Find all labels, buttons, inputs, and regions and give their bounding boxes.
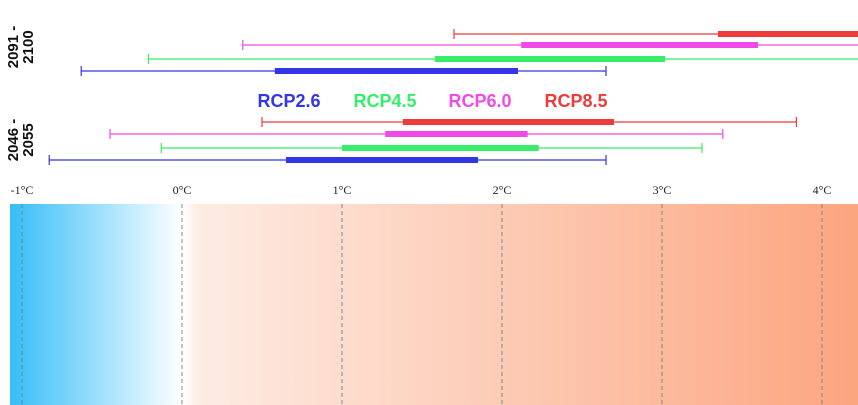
legend-item: RCP8.5 bbox=[544, 91, 607, 111]
temperature-gradient-band bbox=[10, 204, 858, 405]
period-group: 2046 -2055 bbox=[5, 117, 798, 165]
period-label: 2046 -2055 bbox=[5, 119, 37, 162]
x-axis-ticks: -1°C 0°C 1°C 2°C 3°C 4°C bbox=[11, 183, 832, 197]
likely-range-bar bbox=[434, 56, 666, 62]
period-label-line1: 2046 - bbox=[5, 119, 22, 162]
tick-label: -1°C bbox=[11, 183, 34, 197]
likely-range-bar bbox=[402, 119, 614, 125]
tick-label: 2°C bbox=[493, 183, 512, 197]
tick-label: 0°C bbox=[173, 183, 192, 197]
period-group: 2091 -2100 bbox=[5, 26, 858, 76]
likely-range-bar bbox=[385, 131, 528, 137]
period-label-line2: 2100 bbox=[20, 30, 37, 63]
likely-range-bar bbox=[342, 145, 539, 151]
period-groups: 2091 -2100 2046 -2055 bbox=[5, 26, 858, 165]
tick-label: 3°C bbox=[653, 183, 672, 197]
legend-item: RCP6.0 bbox=[448, 91, 511, 111]
period-label-line2: 2055 bbox=[20, 123, 37, 156]
likely-range-bar bbox=[274, 68, 518, 74]
tick-label: 4°C bbox=[813, 183, 832, 197]
legend-item: RCP2.6 bbox=[257, 91, 320, 111]
gradient-gridlines bbox=[21, 204, 823, 405]
period-label: 2091 -2100 bbox=[5, 26, 37, 69]
tick-label: 1°C bbox=[333, 183, 352, 197]
likely-range-bar bbox=[286, 157, 478, 163]
legend: RCP2.6 RCP4.5 RCP6.0 RCP8.5 bbox=[257, 91, 607, 111]
period-label-line1: 2091 - bbox=[5, 26, 22, 69]
legend-item: RCP4.5 bbox=[353, 91, 416, 111]
likely-range-bar bbox=[718, 31, 858, 37]
likely-range-bar bbox=[521, 42, 758, 48]
